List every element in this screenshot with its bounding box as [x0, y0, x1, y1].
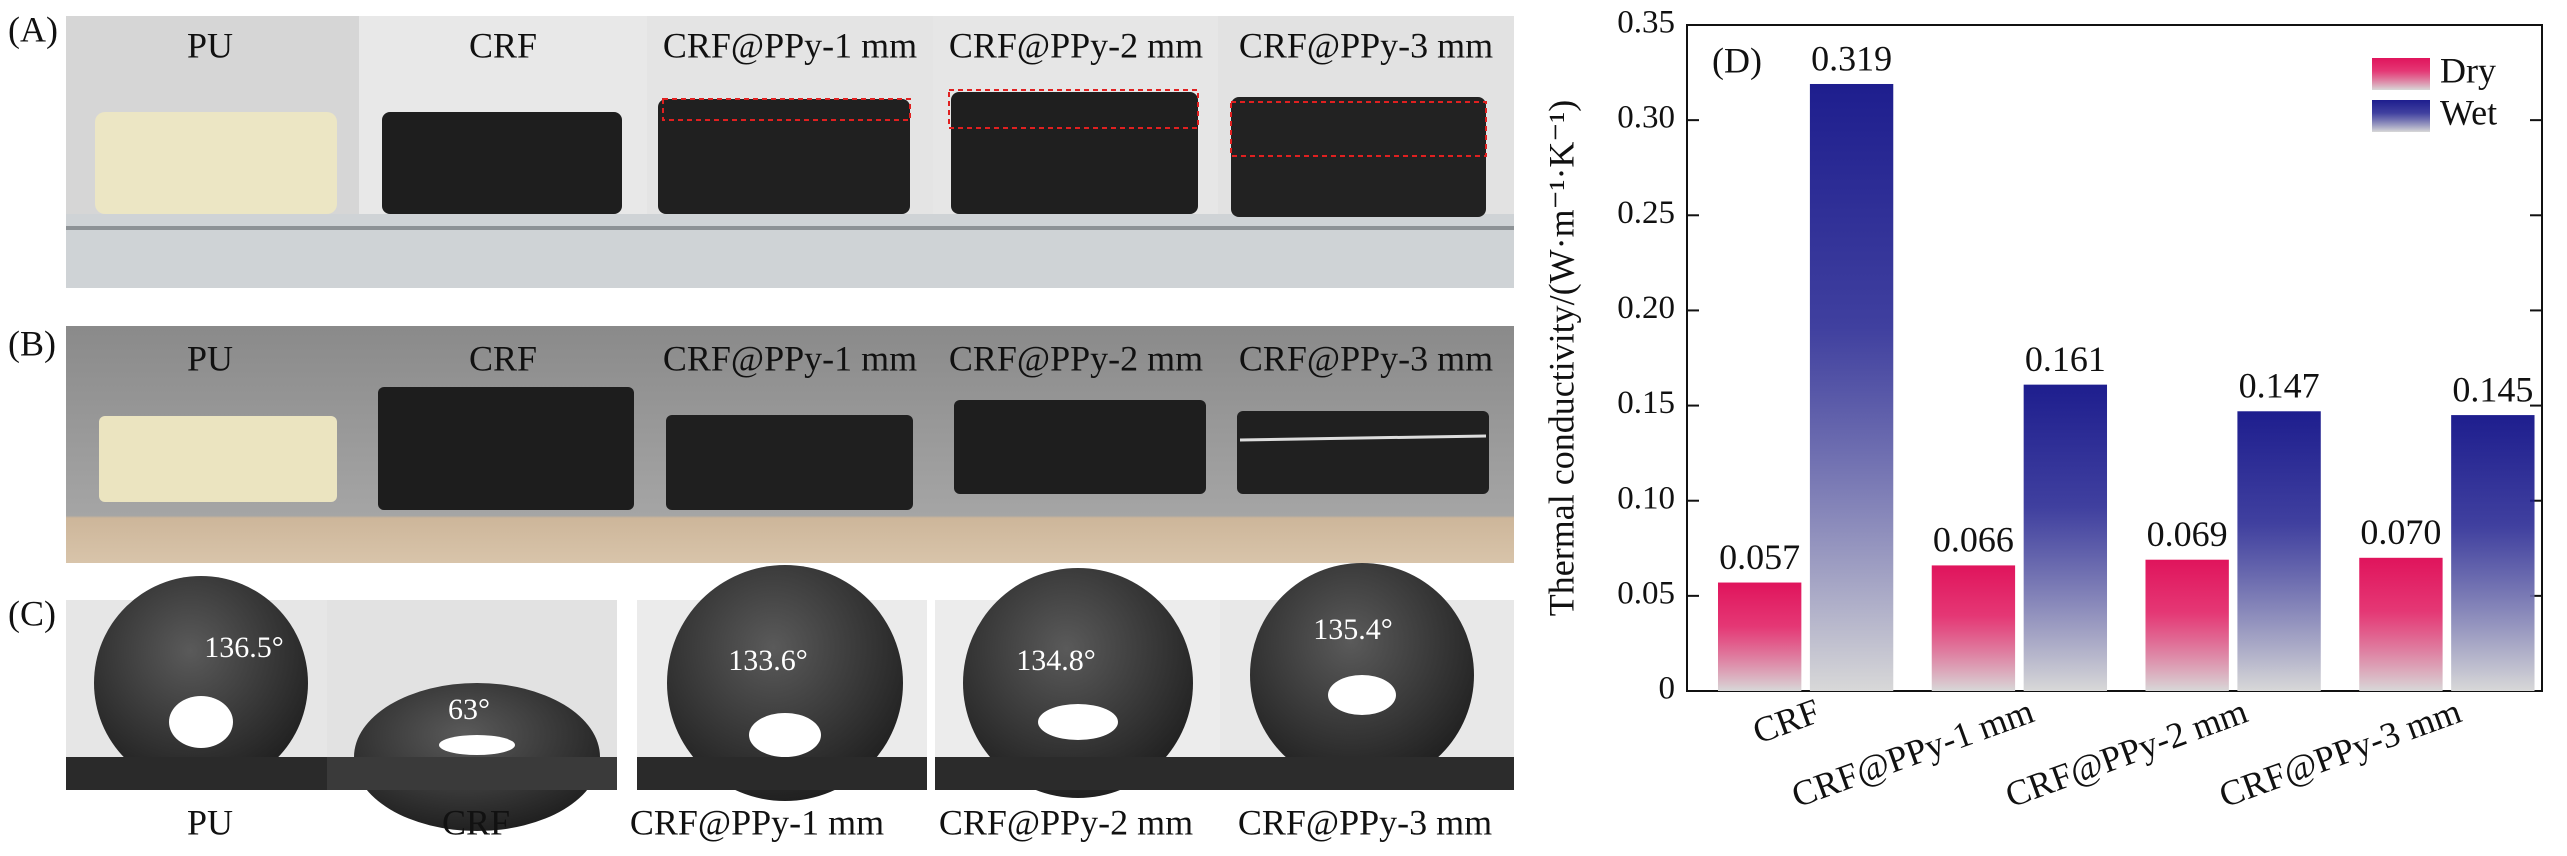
y-tick-label: 0.25	[1617, 195, 1675, 231]
sample-label: CRF@PPy-1 mm	[630, 802, 884, 842]
sample-label: CRF@PPy-3 mm	[1239, 338, 1493, 378]
x-tick-label: CRF@PPy-3 mm	[2214, 691, 2467, 816]
bar	[2023, 384, 2108, 691]
plot-frame	[1686, 24, 2543, 692]
photo-row-b	[66, 326, 1514, 563]
bar	[1931, 565, 2016, 691]
y-tick-label: 0.05	[1617, 575, 1675, 611]
bar	[2145, 559, 2229, 691]
sample-label: CRF@PPy-2 mm	[939, 802, 1193, 842]
bar	[2451, 415, 2535, 691]
value-label: 0.069	[2147, 514, 2228, 554]
value-label: 0.319	[1811, 38, 1892, 78]
legend-swatch	[2372, 58, 2430, 90]
y-tick-label: 0.35	[1617, 5, 1675, 41]
y-tick-label: 0.30	[1617, 100, 1675, 136]
bar	[2359, 557, 2443, 691]
sample-label: CRF	[469, 25, 537, 65]
sample-label: CRF	[442, 802, 510, 842]
bar	[1717, 582, 1802, 691]
sample-label: CRF@PPy-1 mm	[663, 25, 917, 65]
y-tick-label: 0.20	[1617, 290, 1675, 326]
bar	[1809, 83, 1894, 691]
y-axis-label: Thermal conductivity/(W·m⁻¹·K⁻¹)	[1541, 100, 1581, 616]
legend-label: Dry	[2440, 50, 2496, 90]
contact-angle: 136.5°	[204, 631, 284, 664]
sample-label: CRF@PPy-3 mm	[1239, 25, 1493, 65]
panel-letter: (B)	[8, 323, 56, 363]
photo-row-a	[66, 16, 1514, 288]
value-label: 0.057	[1719, 537, 1800, 577]
panel-label: (D)	[1712, 40, 1762, 80]
value-label: 0.161	[2025, 339, 2106, 379]
bar	[2237, 411, 2321, 691]
x-tick-label: CRF@PPy-1 mm	[1786, 691, 2039, 816]
legend-label: Wet	[2440, 92, 2497, 132]
photo-texts: (A) (B) (C) PU CRF CRF@PPy-1 mm CRF@PPy-…	[8, 9, 1493, 842]
panel-letter: (C)	[8, 593, 56, 633]
value-label: 0.145	[2452, 369, 2533, 409]
value-label: 0.070	[2360, 512, 2441, 552]
sample-label: CRF	[469, 338, 537, 378]
sample-label: PU	[187, 802, 233, 842]
sample-label: PU	[187, 338, 233, 378]
y-tick-label: 0.15	[1617, 385, 1675, 421]
value-label: 0.147	[2239, 366, 2320, 406]
photo-row-c	[66, 563, 1514, 831]
y-tick-label: 0	[1659, 671, 1676, 707]
y-tick-label: 0.10	[1617, 480, 1675, 516]
sample-label: CRF@PPy-2 mm	[949, 25, 1203, 65]
contact-angle: 133.6°	[728, 644, 808, 677]
sample-label: CRF@PPy-3 mm	[1238, 802, 1492, 842]
contact-angle: 63°	[448, 693, 490, 726]
x-tick-label: CRF@PPy-2 mm	[2000, 691, 2253, 816]
sample-label: PU	[187, 25, 233, 65]
contact-angle: 134.8°	[1016, 644, 1096, 677]
legend-swatch	[2372, 100, 2430, 132]
x-tick-label: CRF	[1747, 691, 1825, 752]
value-label: 0.066	[1933, 520, 2014, 560]
sample-label: CRF@PPy-2 mm	[949, 338, 1203, 378]
contact-angle: 135.4°	[1313, 613, 1393, 646]
sample-label: CRF@PPy-1 mm	[663, 338, 917, 378]
panel-letter: (A)	[8, 9, 58, 49]
